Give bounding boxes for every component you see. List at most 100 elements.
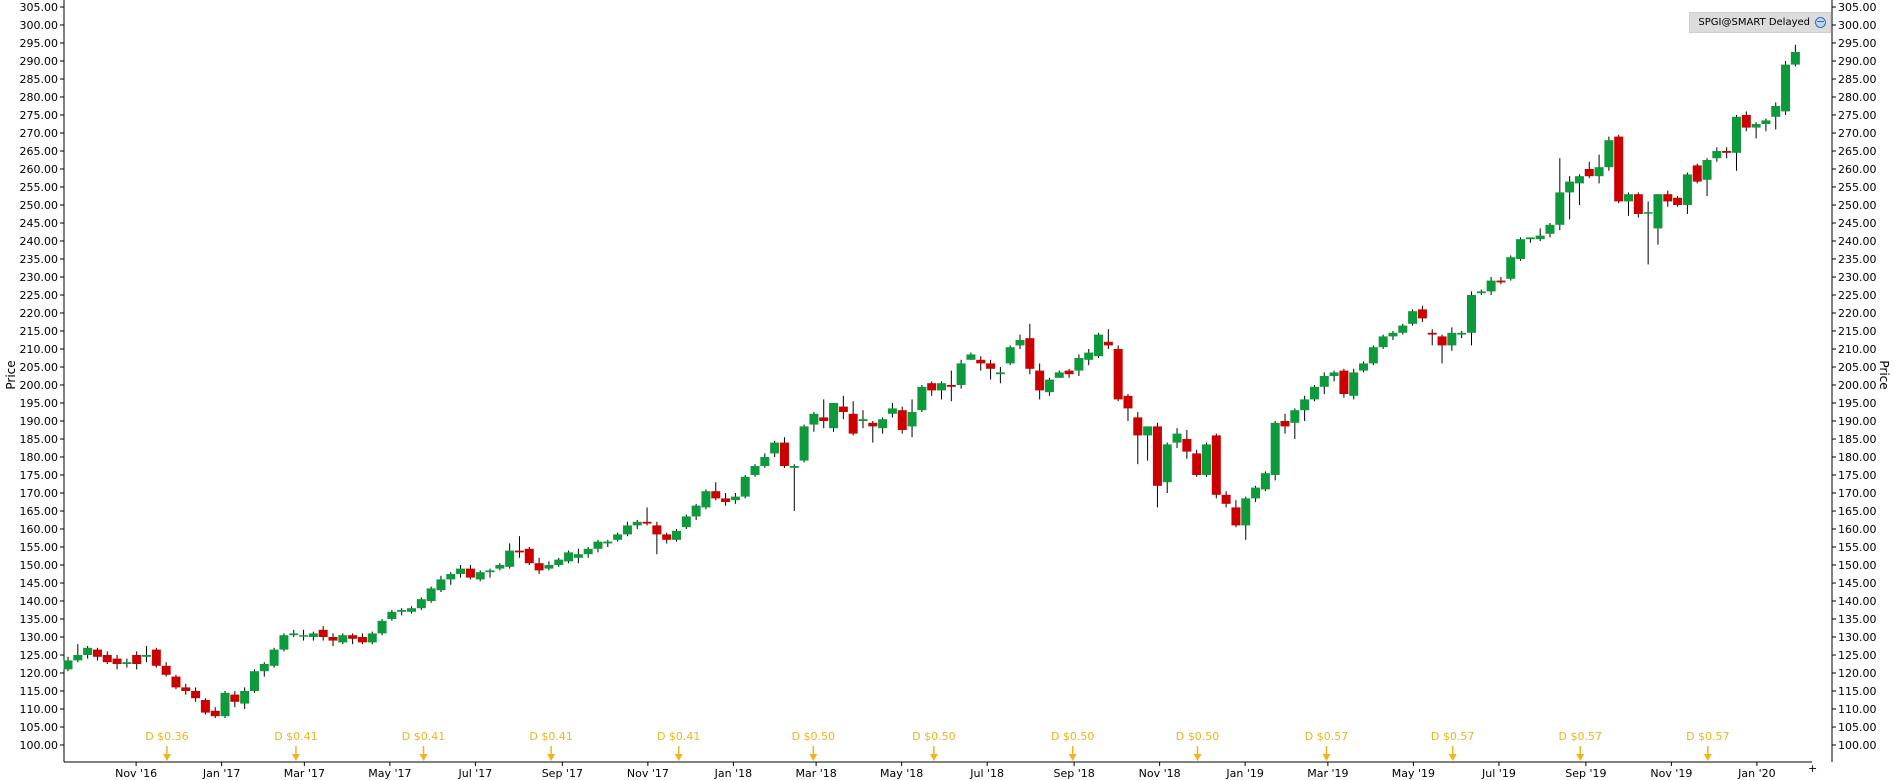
candle-body (652, 525, 662, 535)
y-tick-label-right: 205.00 (1838, 361, 1877, 374)
candle-body (789, 466, 799, 468)
candle-down (151, 647, 161, 668)
candle-down (986, 359, 996, 380)
candle-body (161, 665, 171, 675)
candle-body (279, 635, 289, 650)
candle-down (868, 421, 878, 443)
candle-body (779, 442, 789, 466)
y-tick-label-right: 100.00 (1838, 739, 1877, 752)
y-tick-label-right: 245.00 (1838, 217, 1877, 230)
candle-up (416, 597, 426, 610)
candle-body (1516, 239, 1526, 259)
candle-body (1506, 257, 1516, 279)
candle-up (760, 453, 770, 468)
candle-body (1525, 237, 1535, 240)
candle-up (1005, 345, 1015, 366)
candle-body (1408, 311, 1418, 324)
candle-body (858, 419, 868, 421)
candle-down (1417, 305, 1427, 322)
y-axis-right: 100.00 105.00 110.00 115.00 120.00 125.00 130.… (1831, 0, 1877, 762)
candle-body (102, 655, 112, 663)
candle-body (1702, 160, 1712, 180)
y-tick-label-right: 155.00 (1838, 541, 1877, 554)
candle-down (1035, 363, 1045, 400)
candle-down (652, 521, 662, 555)
dividend-marker: D $0.57 (1559, 730, 1602, 761)
candle-body (1663, 194, 1673, 202)
candle-body (1712, 151, 1722, 159)
candle-up (436, 575, 446, 592)
y-tick-label-left: 245.00 (20, 217, 59, 230)
candle-body (436, 579, 446, 591)
candle-body (1692, 165, 1702, 182)
candle-body (1594, 167, 1604, 177)
dividend-label: D $0.50 (912, 730, 955, 743)
y-tick-label-left: 110.00 (20, 703, 59, 716)
candle-up (956, 359, 966, 389)
y-tick-label-left: 305.00 (20, 1, 59, 14)
candle-body (622, 525, 632, 535)
candle-up (995, 367, 1005, 384)
candle-down (1673, 196, 1683, 207)
y-tick-label-right: 195.00 (1838, 397, 1877, 410)
candle-down (171, 674, 181, 690)
candle-up (1516, 237, 1526, 261)
candle-body (1741, 115, 1751, 128)
candle-down (721, 493, 731, 506)
candle-down (1692, 163, 1702, 184)
y-tick-label-right: 210.00 (1838, 343, 1877, 356)
candle-body (230, 694, 240, 702)
candle-body (1368, 347, 1378, 364)
candle-down (318, 626, 328, 641)
y-tick-label-left: 120.00 (20, 667, 59, 680)
candle-down (1339, 368, 1349, 398)
candle-down (1133, 412, 1143, 465)
candle-body (1437, 336, 1447, 346)
candle-body (583, 548, 593, 555)
y-tick-label-left: 230.00 (20, 271, 59, 284)
candle-up (730, 493, 740, 504)
y-tick-label-right: 115.00 (1838, 685, 1877, 698)
candle-body (495, 565, 505, 569)
candle-up (1447, 327, 1457, 351)
candle-up (142, 646, 152, 663)
candle-up (917, 385, 927, 412)
candle-down (927, 381, 937, 396)
candle-body (750, 466, 760, 475)
data-source-badge[interactable]: SPGI@SMART Delayed (1689, 12, 1831, 33)
candle-body (1574, 176, 1584, 184)
candle-body (171, 676, 181, 688)
candle-up (1731, 115, 1741, 171)
y-tick-label-left: 220.00 (20, 307, 59, 320)
candle-body (966, 354, 976, 360)
candle-up (299, 629, 309, 641)
candle-up (878, 417, 888, 434)
y-tick-label-right: 200.00 (1838, 379, 1877, 392)
candle-down (102, 651, 112, 664)
candle-up (740, 475, 750, 499)
y-tick-label-right: 300.00 (1838, 19, 1877, 32)
candle-body (1604, 140, 1614, 168)
y-tick-label-left: 300.00 (20, 19, 59, 32)
candle-body (740, 476, 750, 497)
candle-body (1643, 212, 1653, 214)
candle-down (1152, 422, 1162, 508)
candle-body (1084, 352, 1094, 360)
candle-body (593, 541, 603, 549)
dividend-marker: D $0.41 (529, 730, 573, 761)
candle-up (495, 563, 505, 571)
y-tick-label-left: 280.00 (20, 91, 59, 104)
candle-body (299, 635, 309, 637)
candle-up (220, 691, 230, 718)
y-tick-label-right: 140.00 (1838, 595, 1877, 608)
dividend-label: D $0.50 (792, 730, 835, 743)
dividend-arrow-head (162, 754, 171, 761)
candle-up (397, 608, 407, 616)
y-tick-label-right: 105.00 (1838, 721, 1877, 734)
x-tick-label: Nov '19 (1650, 767, 1692, 780)
candle-up (1260, 471, 1270, 492)
candle-up (1408, 309, 1418, 326)
candle-body (505, 550, 515, 567)
add-panel-icon[interactable]: + (1808, 762, 1817, 775)
